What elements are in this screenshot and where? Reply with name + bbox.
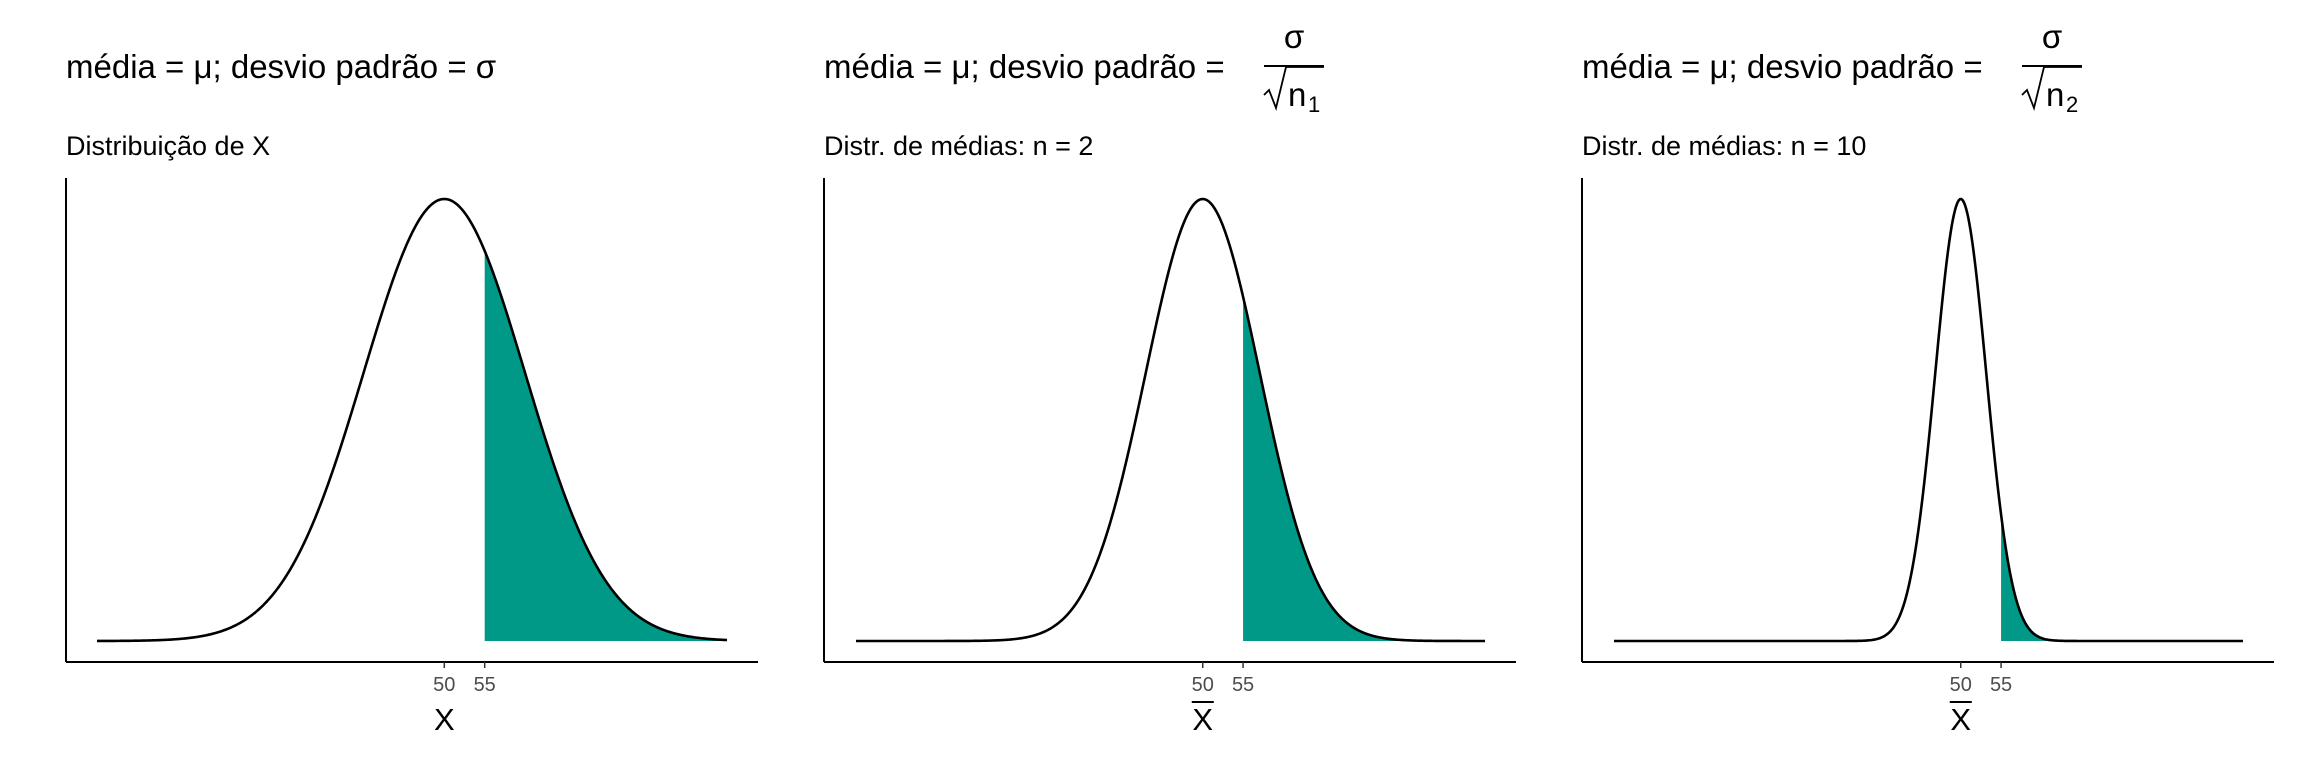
panel-distribution-x: média = μ; desvio padrão = σ Distribuição…	[65, 48, 758, 737]
shaded-tail-area	[2001, 514, 2243, 641]
fraction-numerator: σ	[1284, 18, 1304, 55]
x-axis-label: X	[1950, 702, 1971, 737]
fraction-subscript: 2	[2066, 92, 2078, 117]
panel-subtitle: Distr. de médias: n = 10	[1582, 131, 1866, 161]
fraction-denominator: n	[1288, 76, 1306, 113]
panel-means-n2: média = μ; desvio padrão = σn 1 Distr. de …	[823, 18, 1516, 737]
sqrt-sign	[2021, 66, 2082, 111]
x-tick-label: 50	[1950, 674, 1972, 696]
x-axis-label: X	[434, 702, 455, 737]
shaded-tail-area	[1243, 296, 1485, 641]
panel-title-text: média = μ; desvio padrão =	[1582, 48, 1983, 85]
panel-title-text: média = μ; desvio padrão =	[824, 48, 1225, 85]
x-tick-label: 55	[474, 674, 496, 696]
x-tick-label: 55	[1990, 674, 2012, 696]
panel-title: média = μ; desvio padrão =	[824, 48, 1225, 85]
fraction-denominator: n	[2046, 76, 2064, 113]
panel-means-n10: média = μ; desvio padrão = σn 2 Distr. de …	[1581, 18, 2274, 737]
panel-title: média = μ; desvio padrão =	[1582, 48, 1983, 85]
density-curve	[1614, 197, 2243, 643]
panel-title-text: média = μ; desvio padrão = σ	[66, 48, 496, 85]
sqrt-sign	[1263, 66, 1324, 111]
x-tick-label: 50	[433, 674, 455, 696]
x-axis-label: X	[1192, 702, 1213, 737]
panel-subtitle: Distribuição de X	[66, 131, 270, 161]
panel-title: média = μ; desvio padrão = σ	[66, 48, 496, 85]
panel-subtitle: Distr. de médias: n = 2	[824, 131, 1093, 161]
x-tick-label: 55	[1232, 674, 1254, 696]
fraction-numerator: σ	[2042, 18, 2062, 55]
density-curve	[96, 197, 728, 643]
density-curve	[856, 197, 1485, 643]
shaded-tail-area	[484, 250, 727, 641]
fraction-subscript: 1	[1308, 92, 1320, 117]
x-tick-label: 50	[1192, 674, 1214, 696]
